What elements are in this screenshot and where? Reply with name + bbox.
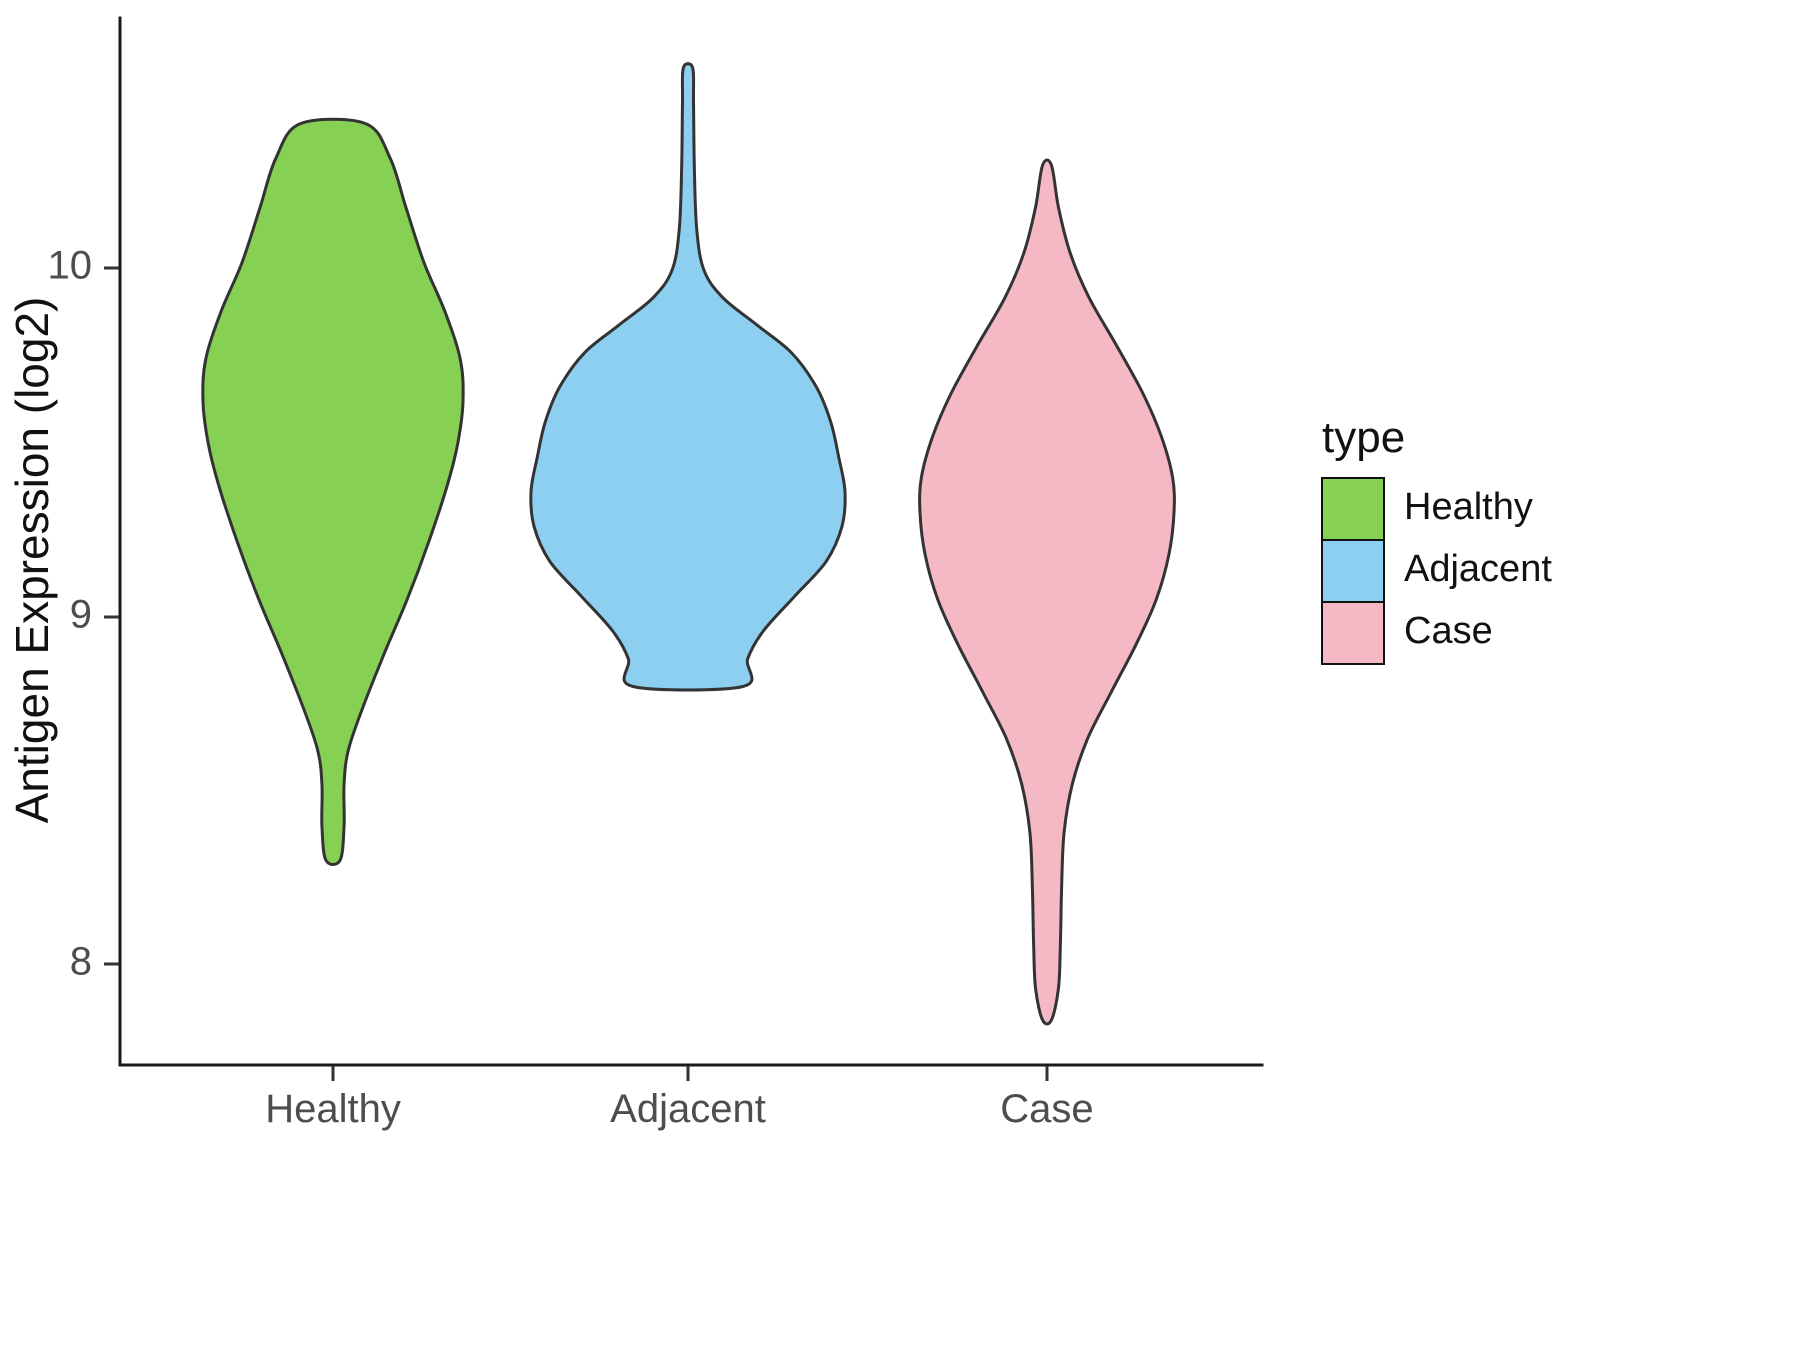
violin-adjacent — [529, 62, 847, 692]
legend: type Healthy Adjacent Case — [1321, 413, 1552, 665]
y-axis-ticks: 8 9 10 — [48, 244, 119, 984]
violin-healthy — [201, 117, 465, 867]
legend-label-healthy: Healthy — [1404, 486, 1533, 528]
x-axis-ticks: Healthy Adjacent Case — [265, 1066, 1094, 1131]
legend-label-adjacent: Adjacent — [1404, 548, 1552, 590]
legend-swatch-case — [1321, 601, 1385, 665]
legend-swatch-adjacent — [1321, 539, 1385, 603]
x-tick-label-case: Case — [1000, 1087, 1093, 1131]
legend-title: type — [1322, 413, 1405, 462]
y-tick-label-9: 9 — [70, 593, 92, 637]
y-axis-title: Antigen Expression (log2) — [6, 297, 58, 824]
violins-layer — [201, 62, 1176, 1026]
x-tick-label-healthy: Healthy — [265, 1087, 401, 1131]
x-tick-label-adjacent: Adjacent — [610, 1087, 766, 1131]
y-tick-label-10: 10 — [48, 244, 93, 288]
y-tick-label-8: 8 — [70, 940, 92, 984]
legend-label-case: Case — [1404, 610, 1493, 652]
violin-case — [918, 158, 1176, 1026]
legend-swatch-healthy — [1321, 477, 1385, 541]
